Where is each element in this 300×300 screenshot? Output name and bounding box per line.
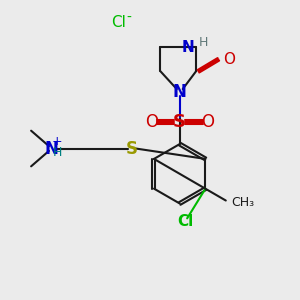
Text: Cl: Cl [111, 15, 126, 30]
Text: Cl: Cl [178, 214, 194, 229]
Text: N: N [45, 140, 59, 158]
Text: N: N [173, 83, 187, 101]
Text: CH₃: CH₃ [232, 196, 255, 208]
Text: S: S [126, 140, 138, 158]
Text: +: + [52, 136, 63, 148]
Text: H: H [199, 36, 208, 49]
Text: S: S [173, 113, 186, 131]
Text: O: O [202, 113, 214, 131]
Text: O: O [223, 52, 235, 67]
Text: O: O [145, 113, 158, 131]
Text: -: - [127, 11, 132, 25]
Text: N: N [182, 40, 195, 55]
Text: H: H [52, 146, 62, 160]
